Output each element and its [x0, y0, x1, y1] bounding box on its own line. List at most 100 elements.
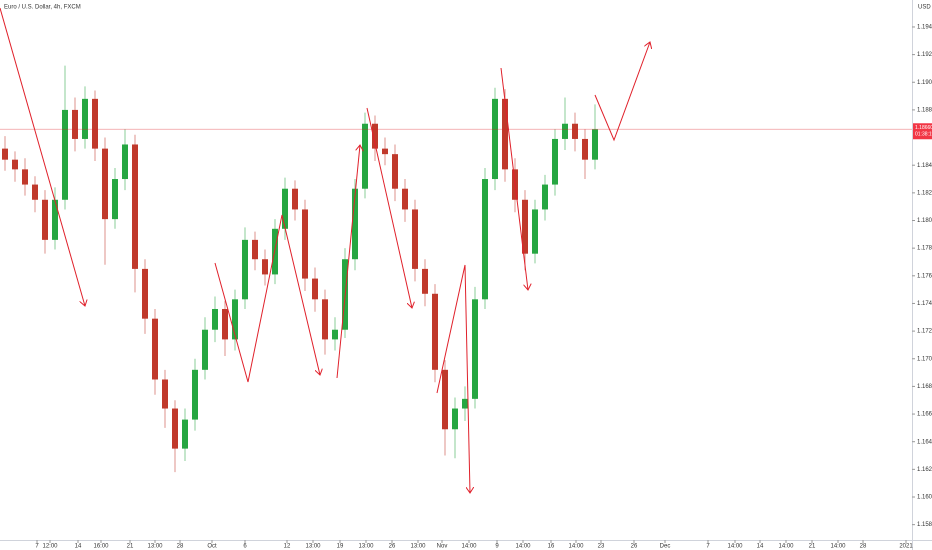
x-tick-label: 14:00 [778, 544, 794, 550]
candle-body [142, 268, 148, 319]
y-tick-label: 1.18000 [917, 218, 932, 224]
x-tick-label: 16 [548, 544, 555, 550]
y-tick-label: 1.16600 [917, 412, 932, 418]
candle-body [82, 98, 88, 139]
candle-body [382, 148, 388, 155]
y-tick-label: 1.18800 [917, 107, 932, 113]
candle-body [552, 138, 558, 185]
candle-body [432, 293, 438, 370]
candle-body [262, 259, 268, 275]
y-tick-label: 1.16400 [917, 439, 932, 445]
chart-title: Euro / U.S. Dollar, 4h, FXCM [4, 5, 81, 11]
candle-body [422, 268, 428, 294]
candles [2, 65, 598, 473]
x-tick-label: 14:00 [568, 544, 584, 550]
candle-body [102, 148, 108, 220]
y-tick-label: 1.17400 [917, 301, 932, 307]
annotation-arrow [336, 145, 360, 379]
x-tick-label: Dec [660, 544, 671, 550]
candle-body [202, 329, 208, 370]
candle-body [222, 308, 228, 340]
countdown-label: 01:38:19 [915, 132, 932, 138]
candle-body [2, 148, 8, 160]
candle-body [192, 369, 198, 420]
annotation-arrow [214, 214, 320, 383]
candle-body [42, 199, 48, 240]
annotations [0, 7, 650, 493]
candle-body [482, 179, 488, 300]
x-tick-label: 12 [284, 544, 291, 550]
candle-body [162, 379, 168, 409]
candle-body [72, 109, 78, 139]
x-tick-label: 9 [495, 544, 499, 550]
x-tick-label: 28 [860, 544, 867, 550]
candle-body [212, 308, 218, 330]
candle-body [332, 329, 338, 340]
candle-body [362, 123, 368, 189]
y-tick-label: 1.17000 [917, 356, 932, 362]
candle-body [92, 98, 98, 149]
candle-body [292, 188, 298, 210]
candle-body [492, 98, 498, 180]
candle-body [502, 98, 508, 170]
x-tick-label: Nov [437, 544, 448, 550]
y-tick-label: 1.16200 [917, 467, 932, 473]
candle-body [32, 184, 38, 200]
y-tick-label: 1.16800 [917, 384, 932, 390]
x-tick-label: 2021 [899, 544, 913, 550]
candle-body [312, 278, 318, 300]
x-tick-label: 14:00 [515, 544, 531, 550]
y-tick-label: 1.17600 [917, 273, 932, 279]
x-tick-label: 12:00 [42, 544, 58, 550]
candle-body [232, 299, 238, 340]
y-tick-label: 1.18400 [917, 163, 932, 169]
y-tick-label: 1.19200 [917, 52, 932, 58]
y-tick-label: 1.15800 [917, 522, 932, 528]
candle-body [402, 188, 408, 210]
x-tick-label: 14 [757, 544, 764, 550]
current-price-label: 1.18660 [915, 125, 932, 131]
candle-body [22, 169, 28, 185]
annotation-arrow [366, 107, 412, 308]
x-tick-label: 28 [177, 544, 184, 550]
x-tick-label: 26 [631, 544, 638, 550]
candle-body [542, 184, 548, 210]
x-tick-label: 13:00 [410, 544, 426, 550]
x-tick-label: 14:00 [461, 544, 477, 550]
candle-body [462, 398, 468, 409]
candle-body [52, 199, 58, 240]
candle-body [252, 239, 258, 260]
x-tick-label: 21 [127, 544, 134, 550]
candle-body [172, 408, 178, 449]
x-tick-label: 13:00 [358, 544, 374, 550]
y-tick-label: 1.16000 [917, 495, 932, 501]
candle-body [152, 318, 158, 380]
y-tick-label: 1.18200 [917, 190, 932, 196]
x-tick-label: 7 [706, 544, 710, 550]
candle-body [112, 179, 118, 220]
y-tick-label: 1.17800 [917, 246, 932, 252]
candle-body [62, 109, 68, 200]
candle-body [352, 188, 358, 260]
x-tick-label: 7 [35, 544, 39, 550]
candle-body [322, 299, 328, 340]
candle-body [532, 209, 538, 254]
annotation-arrow [0, 7, 85, 306]
x-tick-label: 14:00 [830, 544, 846, 550]
x-tick-label: 13:00 [147, 544, 163, 550]
candle-body [392, 154, 398, 189]
x-tick-label: 14:00 [727, 544, 743, 550]
candle-body [242, 239, 248, 300]
candle-body [302, 209, 308, 279]
currency-label: USD [918, 5, 931, 11]
candle-body [582, 138, 588, 160]
y-tick-label: 1.17200 [917, 329, 932, 335]
annotation-arrow [436, 264, 470, 493]
candle-body [282, 188, 288, 229]
candle-body [472, 299, 478, 399]
candle-body [572, 123, 578, 139]
x-tick-label: 19 [337, 544, 344, 550]
